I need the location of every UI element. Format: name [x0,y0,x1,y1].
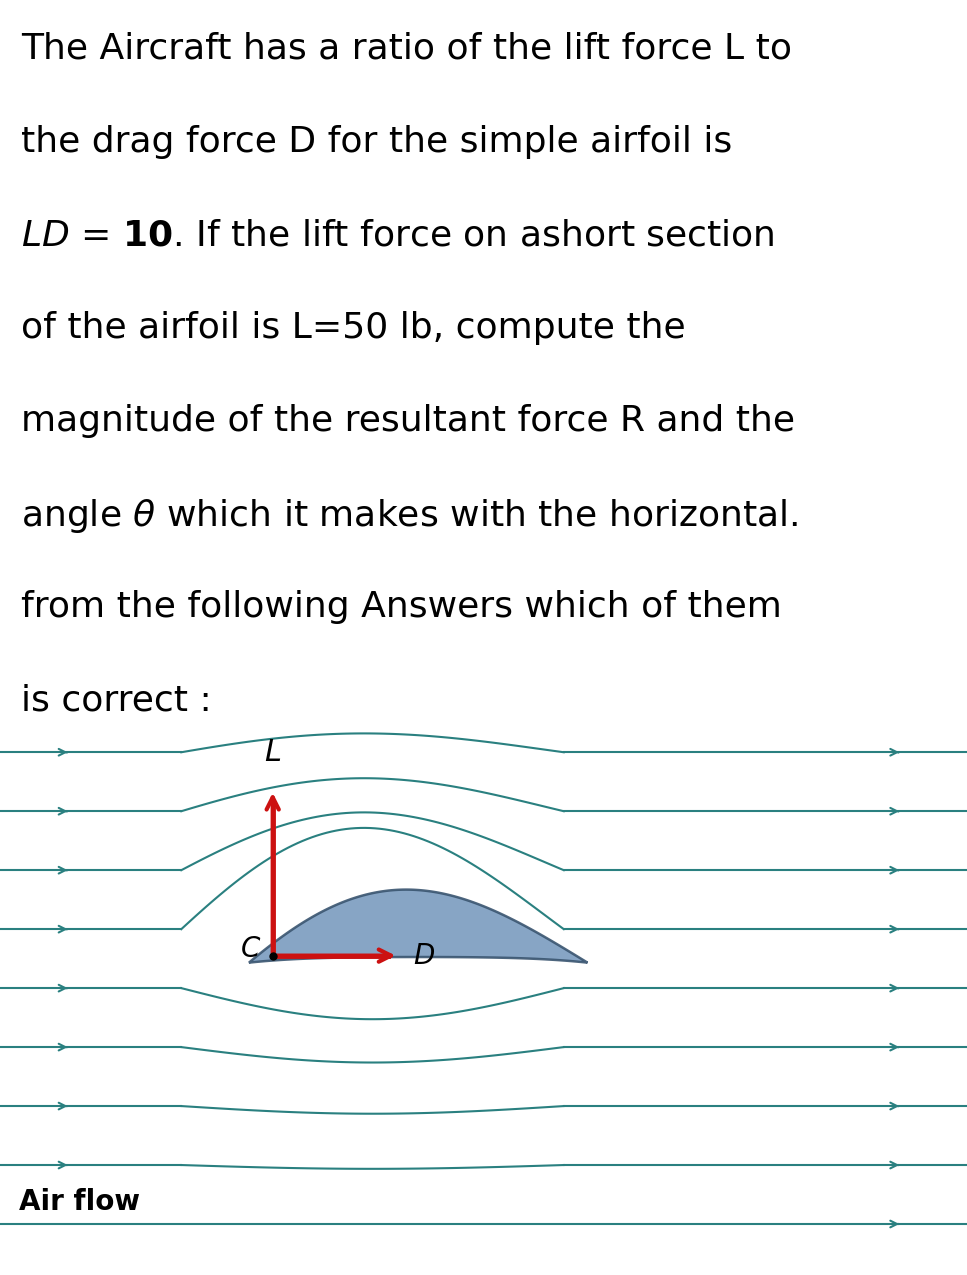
Text: is correct :: is correct : [21,683,212,718]
Text: magnitude of the resultant force R and the: magnitude of the resultant force R and t… [21,404,795,439]
Text: $L$: $L$ [264,738,281,766]
Text: The Aircraft has a ratio of the lift force L to: The Aircraft has a ratio of the lift for… [21,32,792,66]
Text: angle $\mathit{\theta}$ which it makes with the horizontal.: angle $\mathit{\theta}$ which it makes w… [21,497,799,536]
Polygon shape [249,890,588,963]
Text: the drag force D for the simple airfoil is: the drag force D for the simple airfoil … [21,125,733,159]
Text: $\mathit{LD}$ = $\mathbf{10}$. If the lift force on ashort section: $\mathit{LD}$ = $\mathbf{10}$. If the li… [21,218,775,252]
Text: from the following Answers which of them: from the following Answers which of them [21,590,782,625]
Text: Air flow: Air flow [19,1188,140,1216]
Text: $C$: $C$ [240,936,261,963]
Text: of the airfoil is L=50 lb, compute the: of the airfoil is L=50 lb, compute the [21,311,686,346]
Text: $D$: $D$ [413,942,435,969]
